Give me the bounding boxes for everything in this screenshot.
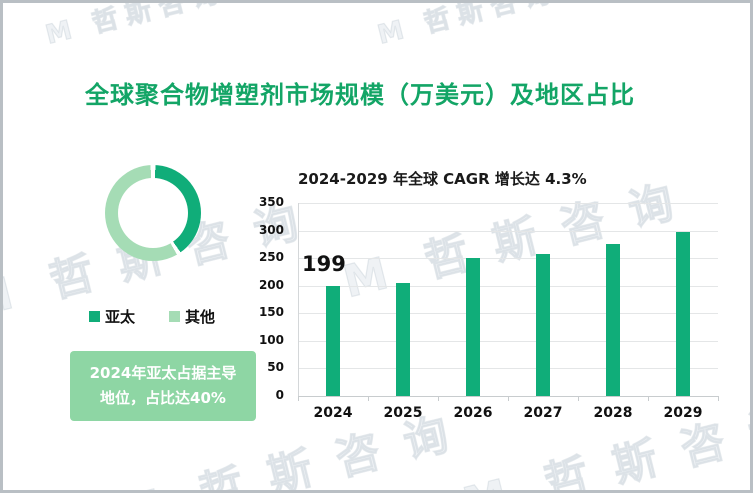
legend-item-other: 其他: [169, 306, 215, 327]
gridline-50: [298, 368, 718, 370]
x-axis-tick: [438, 397, 439, 401]
gridline-350: [298, 203, 718, 204]
x-axis-tick: [508, 397, 509, 401]
x-tick-label-2029: 2029: [663, 405, 703, 421]
x-tick-label-2025: 2025: [383, 405, 423, 421]
x-axis-tick: [298, 397, 299, 401]
watermark-text: 哲斯咨询: [89, 0, 229, 40]
gridline-150: [298, 313, 718, 315]
gridline-100: [298, 340, 718, 342]
callout-line2: 地位，占比达40%: [100, 389, 226, 407]
x-axis-line: [298, 396, 719, 397]
legend-swatch-apac: [89, 311, 100, 322]
watermark-logo-icon: M: [42, 13, 83, 52]
bar-chart-title: 2024-2029 年全球 CAGR 增长达 4.3%: [298, 170, 587, 188]
y-tick-label-100: 100: [258, 332, 284, 347]
donut-chart: [105, 165, 201, 261]
gridline-300: [298, 230, 718, 232]
y-tick-label-50: 50: [267, 360, 284, 375]
bar-2025: [396, 282, 410, 396]
bar-2024: [326, 286, 340, 396]
page-title: 全球聚合物增塑剂市场规模（万美元）及地区占比: [85, 81, 635, 109]
watermark-logo-icon: M: [0, 261, 44, 329]
x-tick-label-2024: 2024: [313, 405, 353, 421]
callout-box: 2024年亚太占据主导 地位，占比达40%: [70, 351, 256, 421]
y-tick-label-350: 350: [258, 195, 284, 209]
donut-legend: 亚太 其他: [89, 306, 249, 327]
x-axis-tick: [368, 397, 369, 401]
x-tick-label-2027: 2027: [523, 405, 563, 421]
y-tick-label-150: 150: [258, 305, 284, 320]
donut-hole: [118, 178, 188, 248]
watermark-logo-icon: M: [458, 463, 539, 490]
bar-2027: [536, 253, 550, 396]
y-axis-labels: 0 50 100 150 200 250 300 350: [246, 195, 290, 402]
legend-item-apac: 亚太: [89, 306, 135, 327]
y-tick-label-0: 0: [275, 388, 284, 402]
y-axis-line: [298, 203, 299, 400]
legend-swatch-other: [169, 311, 181, 322]
y-tick-label-200: 200: [258, 277, 284, 292]
watermark: M哲斯咨询: [456, 382, 750, 490]
gridline-250: [298, 258, 718, 260]
legend-label-other: 其他: [185, 308, 216, 326]
watermark-text: 哲斯咨询: [421, 0, 561, 40]
callout-line1: 2024年亚太占据主导: [89, 363, 237, 382]
bar-2028: [606, 244, 620, 396]
y-tick-label-250: 250: [258, 250, 284, 265]
bar-2026: [466, 258, 480, 396]
x-tick-label-2028: 2028: [593, 405, 633, 421]
bar-chart-plot: [298, 203, 718, 396]
x-axis-tick: [578, 397, 579, 401]
watermark-logo-icon: M: [374, 13, 415, 52]
gridline-200: [298, 285, 718, 287]
legend-label-apac: 亚太: [105, 308, 136, 326]
x-axis-tick: [648, 397, 649, 401]
x-axis-tick: [718, 397, 719, 401]
bar-2029: [676, 231, 690, 396]
x-axis-labels: 2024 2025 2026 2027 2028 2029: [298, 405, 718, 425]
y-tick-label-300: 300: [258, 222, 284, 237]
watermark-logo-icon: M: [113, 473, 194, 490]
bar-data-label-2024: 199: [302, 252, 346, 276]
x-tick-label-2026: 2026: [453, 405, 493, 421]
